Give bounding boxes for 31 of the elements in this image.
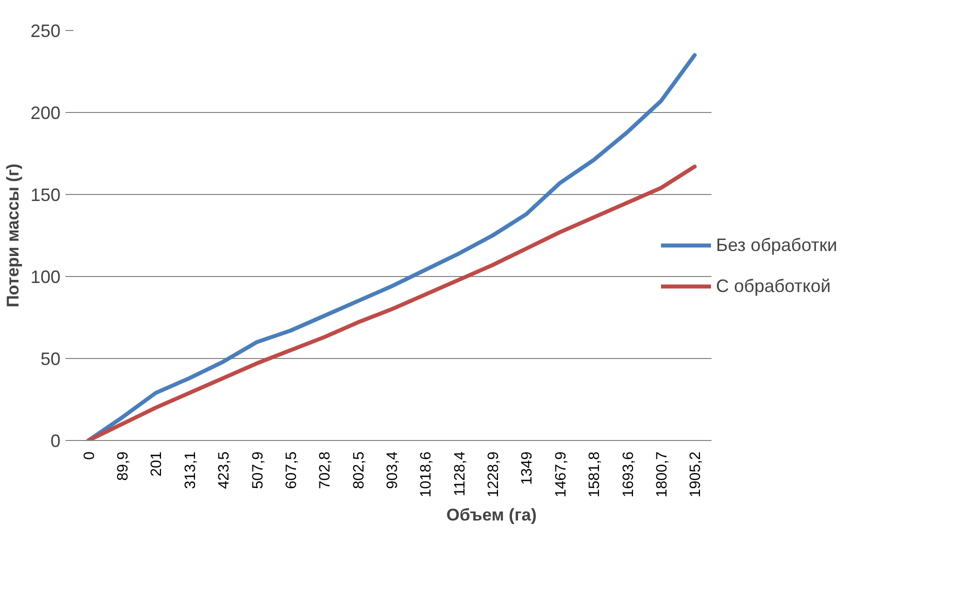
y-axis-title: Потери массы (г): [3, 164, 22, 308]
legend-label: Без обработки: [716, 234, 838, 256]
x-axis-title: Объем (га): [446, 505, 537, 524]
y-tick-label: 200: [30, 103, 61, 123]
y-tick-label: 50: [40, 349, 61, 369]
y-tick-label: 0: [50, 431, 61, 451]
x-tick-label: 201: [148, 451, 166, 477]
x-tick-label: 1467,9: [552, 451, 570, 498]
x-tick-label: 802,5: [350, 451, 368, 490]
x-tick-label: 1581,8: [586, 451, 604, 498]
x-tick-label: 903,4: [384, 451, 401, 490]
x-tick-label: 507,9: [249, 451, 266, 490]
y-tick-label: 150: [30, 185, 61, 205]
x-tick-label: 1349: [518, 451, 536, 485]
x-tick-label: 313,1: [182, 451, 199, 490]
x-tick-label: 1905,2: [687, 451, 704, 498]
line-series: [86, 164, 697, 440]
x-tick-label: 0: [80, 452, 98, 460]
x-tick-label: 1693,6: [620, 451, 637, 498]
x-tick-label: 1228,9: [485, 451, 502, 498]
x-tick-label: 1018,6: [418, 451, 435, 498]
x-tick-label: 423,5: [216, 451, 233, 490]
x-tick-label: 607,5: [282, 451, 300, 490]
y-tick-label: 250: [30, 21, 61, 41]
y-tick-label: 100: [30, 267, 61, 287]
x-tick-label: 1800,7: [653, 451, 670, 498]
x-tick-label: 89,9: [114, 451, 132, 481]
legend-label: С обработкой: [716, 276, 831, 296]
line-series: [86, 53, 697, 440]
x-tick-label: 702,8: [316, 451, 334, 490]
x-tick-label: 1128,4: [451, 452, 468, 496]
